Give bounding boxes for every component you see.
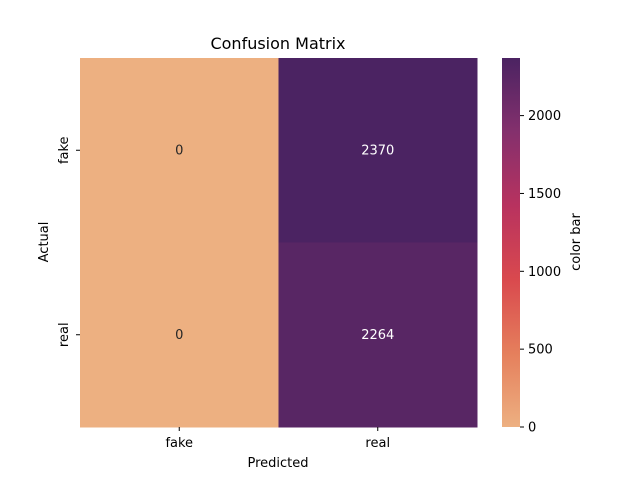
- heatmap-cell-labels: 0 2370 0 2264: [175, 143, 394, 343]
- heatmap-cell-real-fake: [80, 242, 279, 428]
- x-tick-label: fake: [165, 436, 193, 451]
- y-axis-ticks: fake real: [57, 136, 80, 347]
- y-tick-label: real: [57, 322, 72, 347]
- colorbar: [502, 58, 520, 427]
- colorbar-tick-label: 2000: [528, 109, 561, 124]
- heatmap-cell-real-real: [278, 242, 478, 428]
- cell-value-label: 0: [175, 143, 183, 158]
- colorbar-tick-label: 0: [528, 421, 536, 436]
- cell-value-label: 0: [175, 328, 183, 343]
- heatmap-cell-fake-real: [278, 58, 478, 243]
- x-axis-ticks: fake real: [165, 427, 390, 451]
- colorbar-tick-label: 500: [528, 343, 553, 358]
- x-axis-label: Predicted: [247, 456, 308, 471]
- colorbar-ticks: 0 500 1000 1500 2000: [520, 109, 561, 436]
- colorbar-tick-label: 1500: [528, 187, 561, 202]
- y-tick-label: fake: [57, 136, 72, 164]
- colorbar-tick-label: 1000: [528, 265, 561, 280]
- chart-title: Confusion Matrix: [210, 34, 345, 53]
- heatmap-cells: [80, 58, 478, 428]
- heatmap-cell-fake-fake: [80, 58, 279, 243]
- cell-value-label: 2264: [361, 328, 394, 343]
- colorbar-label: color bar: [569, 212, 584, 270]
- cell-value-label: 2370: [361, 143, 394, 158]
- y-axis-label: Actual: [37, 222, 52, 263]
- x-tick-label: real: [365, 436, 390, 451]
